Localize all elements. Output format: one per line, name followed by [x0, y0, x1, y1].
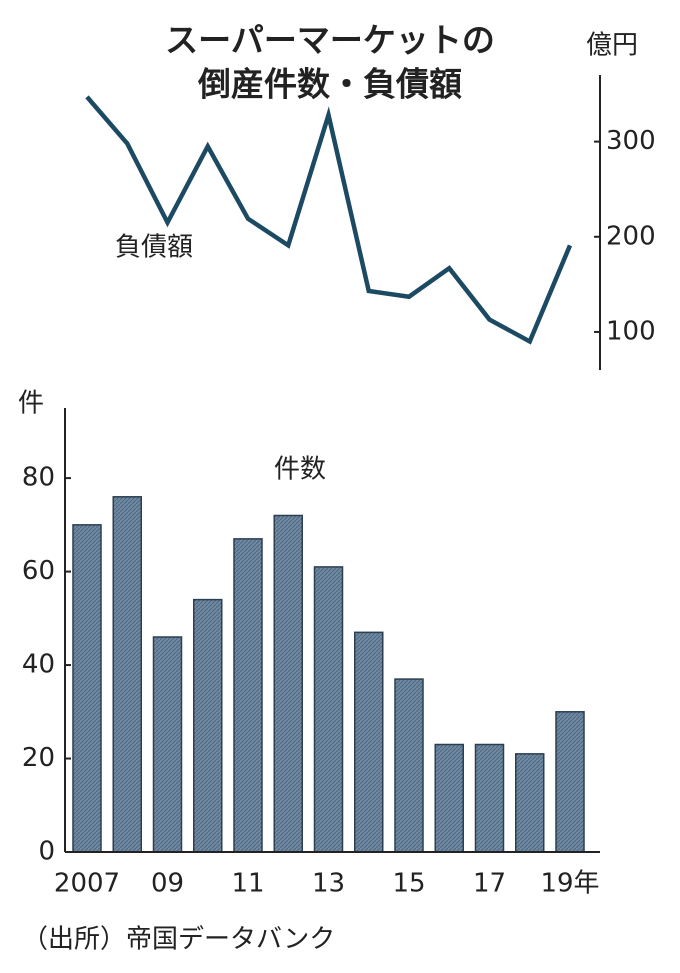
bar — [193, 598, 223, 853]
x-tick-label: 17 — [473, 869, 506, 899]
y-tick-label: 80 — [22, 463, 55, 493]
bar — [273, 514, 303, 853]
chart-title: 倒産件数・負債額 — [197, 65, 462, 104]
x-tick-label: 13 — [312, 869, 345, 899]
y-axis-unit: 億円 — [586, 31, 638, 61]
bar — [474, 743, 505, 853]
chart-title: スーパーマーケットの — [165, 21, 495, 60]
bar — [233, 538, 263, 853]
bar — [313, 566, 344, 853]
x-tick-label: 11 — [231, 869, 264, 899]
y-tick-label: 100 — [606, 316, 656, 346]
y-tick-label: 40 — [22, 650, 55, 680]
series-label: 件数 — [274, 455, 326, 485]
x-tick-label: 19年 — [540, 869, 599, 899]
bar — [72, 524, 102, 853]
x-tick-label: 2007 — [54, 869, 120, 899]
bar — [434, 743, 464, 853]
x-tick-label: 09 — [151, 869, 184, 899]
y-tick-label: 300 — [606, 126, 656, 156]
bar — [152, 636, 183, 853]
bar — [555, 711, 585, 853]
bar — [515, 753, 545, 853]
bar — [112, 496, 142, 853]
series-label: 負債額 — [115, 233, 193, 263]
bar — [354, 631, 384, 853]
bar — [394, 678, 424, 853]
y-tick-label: 60 — [22, 556, 55, 586]
y-axis-unit: 件 — [18, 389, 44, 419]
source: （出所）帝国データバンク — [22, 925, 335, 955]
y-tick-label: 0 — [38, 837, 55, 867]
x-tick-label: 15 — [392, 869, 425, 899]
y-tick-label: 20 — [22, 743, 55, 773]
line — [85, 95, 573, 345]
y-tick-label: 200 — [606, 221, 656, 251]
